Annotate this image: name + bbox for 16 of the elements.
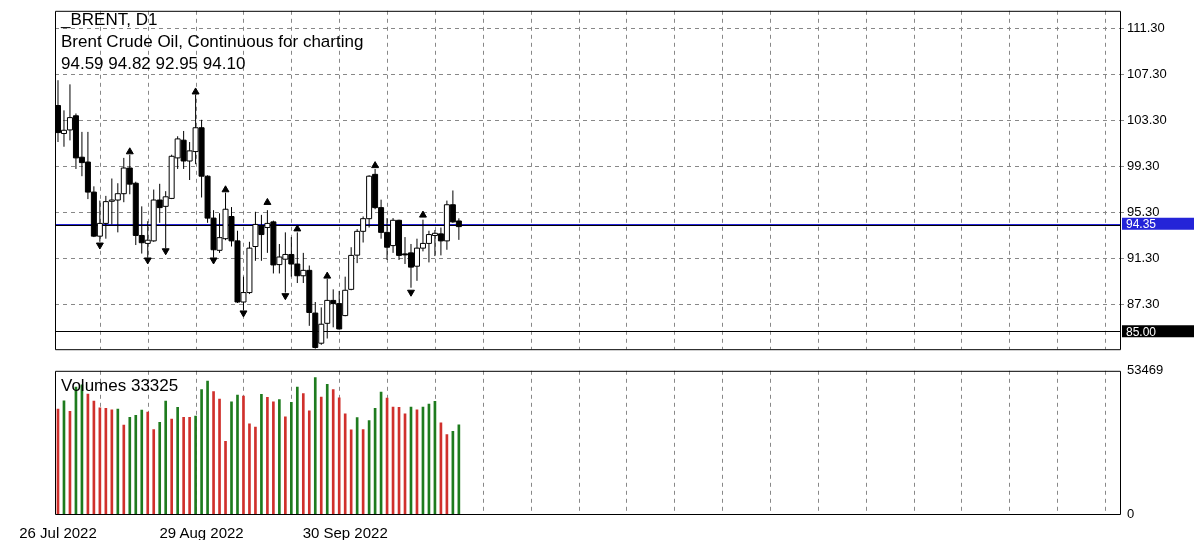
annotation: 94.59 94.82 92.95 94.10 — [61, 53, 247, 75]
y-tick-label: 99.30 — [1127, 158, 1160, 174]
y-tick-label: 0 — [1127, 505, 1135, 521]
chart-title: _BRENT, D1 — [61, 9, 159, 31]
ref-line-label: 94.35 — [1126, 217, 1157, 232]
annotation: Volumes 33325 — [61, 375, 179, 397]
y-tick-label: 95.30 — [1127, 204, 1160, 220]
ref-line-label: 85.00 — [1126, 324, 1157, 339]
x-tick-label: 26 Jul 2022 — [19, 524, 97, 540]
y-tick-label: 107.30 — [1127, 66, 1167, 82]
y-tick-label: 53469 — [1127, 362, 1164, 378]
y-tick-label: 111.30 — [1127, 20, 1165, 36]
y-tick-label: 103.30 — [1127, 112, 1167, 128]
y-tick-label: 91.30 — [1127, 250, 1160, 266]
text: Brent Crude Oil, Continuous for charting — [61, 31, 364, 53]
y-tick-label: 87.30 — [1127, 296, 1160, 312]
